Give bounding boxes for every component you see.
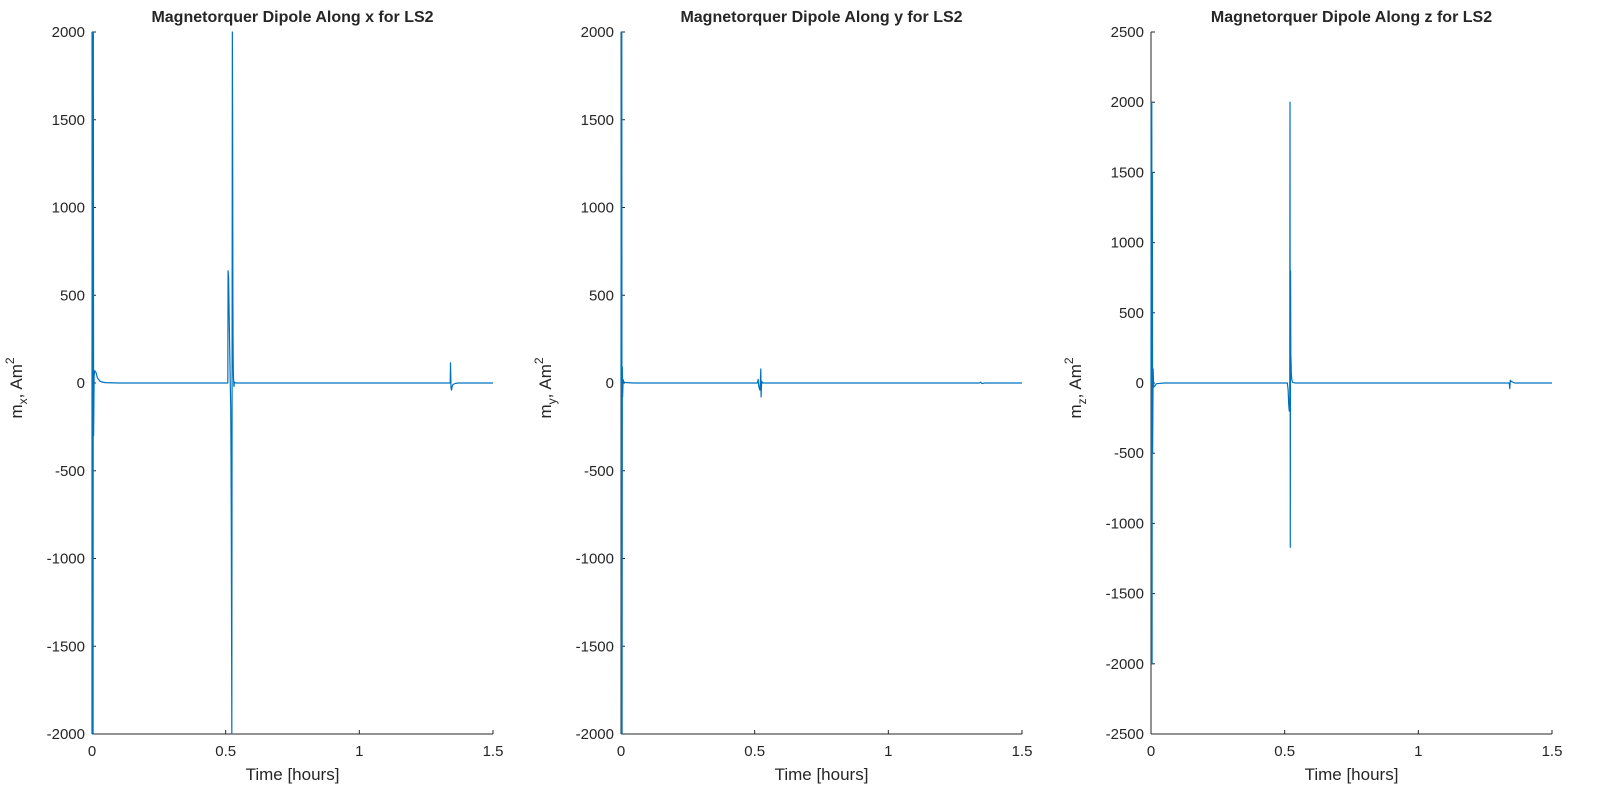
chart-title: Magnetorquer Dipole Along x for LS2	[151, 9, 433, 26]
x-axis-label: Time [hours]	[1305, 765, 1399, 784]
y-tick-label: 500	[60, 287, 85, 304]
y-tick-label: 2000	[581, 24, 614, 41]
y-axis-label-sup: 2	[3, 357, 17, 364]
y-tick-label: -1500	[1106, 586, 1144, 603]
y-axis-label-base: m	[1066, 404, 1085, 418]
subplot-z: 2500 2000 1500 1000 500 0 -500 -1000 -1500 -2000 -…	[1062, 9, 1562, 784]
y-tick-label: -1500	[47, 638, 85, 655]
y-tick-label: 0	[1136, 375, 1144, 392]
y-axis-label: my, Am2	[532, 357, 559, 418]
y-tick-label: -500	[1114, 445, 1144, 462]
y-axis-label: mx, Am2	[3, 357, 30, 418]
y-axis-label-sup: 2	[532, 357, 546, 364]
series-line	[620, 31, 1022, 735]
x-axis-label: Time [hours]	[246, 765, 340, 784]
y-axis-label-sub: y	[545, 398, 559, 404]
y-tick-label: -2500	[1106, 726, 1144, 743]
y-axis-label: mz, Am2	[1062, 357, 1089, 418]
x-tick-label: 0.5	[1274, 743, 1295, 760]
y-axis-label-sub: z	[1075, 398, 1089, 404]
y-axis-label-base: m	[536, 404, 555, 418]
y-tick-label: 500	[589, 287, 614, 304]
series-line	[91, 31, 493, 735]
y-tick-label: 0	[606, 375, 614, 392]
x-tick-label: 1	[884, 743, 892, 760]
y-tick-label: 500	[1119, 305, 1144, 322]
x-tick-label: 1	[1414, 743, 1422, 760]
y-tick-label: 1500	[581, 112, 614, 129]
x-tick-label: 0.5	[744, 743, 765, 760]
x-tick-label: 0.5	[215, 743, 236, 760]
y-tick-label: 1500	[1111, 164, 1144, 181]
y-tick-label: -1000	[576, 551, 614, 568]
y-tick-label: -500	[55, 463, 85, 480]
y-axis-label-sep: ,	[536, 394, 555, 399]
chart-title: Magnetorquer Dipole Along z for LS2	[1211, 9, 1492, 26]
y-axis-label-sep: ,	[7, 394, 26, 399]
x-tick-label: 1	[355, 743, 363, 760]
y-axis-label-unit: Am	[536, 364, 555, 390]
y-tick-label: -1500	[576, 638, 614, 655]
y-axis-label-sep: ,	[1066, 394, 1085, 399]
chart-title: Magnetorquer Dipole Along y for LS2	[680, 9, 962, 26]
y-tick-label: -2000	[576, 726, 614, 743]
x-tick-label: 0	[1147, 743, 1155, 760]
x-tick-label: 1.5	[1012, 743, 1033, 760]
x-tick-label: 1.5	[483, 743, 504, 760]
x-tick-label: 0	[617, 743, 625, 760]
y-tick-label: 0	[77, 375, 85, 392]
x-tick-label: 0	[88, 743, 96, 760]
y-tick-label: -1000	[1106, 515, 1144, 532]
y-axis-label-sub: x	[16, 398, 30, 404]
y-tick-label: -1000	[47, 551, 85, 568]
y-axis-label-unit: Am	[1066, 364, 1085, 390]
y-tick-label: 1000	[1111, 235, 1144, 252]
y-tick-label: 1000	[52, 200, 85, 217]
y-axis-label-unit: Am	[7, 364, 26, 390]
x-tick-label: 1.5	[1542, 743, 1563, 760]
x-axis-label: Time [hours]	[775, 765, 869, 784]
y-axis-label-base: m	[7, 404, 26, 418]
y-axis-label-sup: 2	[1062, 357, 1076, 364]
y-tick-label: -2000	[47, 726, 85, 743]
y-tick-label: -2000	[1106, 656, 1144, 673]
y-tick-label: 2000	[52, 24, 85, 41]
y-tick-label: -500	[584, 463, 614, 480]
series-line	[1150, 101, 1552, 665]
y-tick-label: 2000	[1111, 94, 1144, 111]
y-tick-label: 1500	[52, 112, 85, 129]
y-tick-label: 1000	[581, 200, 614, 217]
y-tick-label: 2500	[1111, 24, 1144, 41]
